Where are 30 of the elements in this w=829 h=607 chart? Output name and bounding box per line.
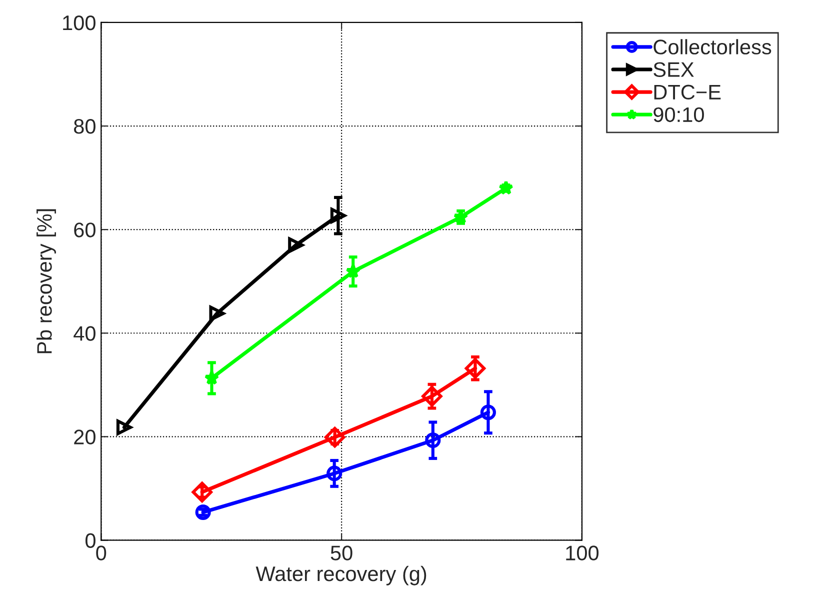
point <box>209 306 225 322</box>
point <box>195 504 211 520</box>
point <box>480 404 496 420</box>
y-tick-label: 20 <box>74 430 96 444</box>
y-tick-label: 40 <box>74 326 96 341</box>
y-tick-label: 0 <box>86 533 96 548</box>
point <box>192 482 212 502</box>
legend-label: 90:10 <box>654 107 704 122</box>
point <box>422 386 442 407</box>
legend-label: SEX <box>654 62 694 77</box>
x-tick-label: 0 <box>96 546 106 560</box>
point <box>288 237 304 253</box>
y-tick-label: 100 <box>63 15 96 30</box>
x-tick-label: 50 <box>330 546 352 560</box>
y-axis-title: Pb recovery [%] <box>36 209 56 354</box>
x-tick-label: 100 <box>566 546 599 560</box>
y-tick-label: 80 <box>74 119 96 134</box>
point <box>204 370 220 385</box>
point <box>425 432 441 448</box>
point <box>116 420 132 436</box>
legend-label: Collectorless <box>654 39 772 54</box>
point <box>346 264 361 278</box>
point <box>330 208 346 224</box>
point <box>324 426 346 448</box>
point <box>326 466 342 482</box>
x-axis-title: Water recovery (g) <box>256 566 426 586</box>
y-tick-label: 60 <box>74 222 96 238</box>
legend-label: DTC−E <box>654 84 721 100</box>
point <box>464 358 486 379</box>
point <box>498 180 514 195</box>
